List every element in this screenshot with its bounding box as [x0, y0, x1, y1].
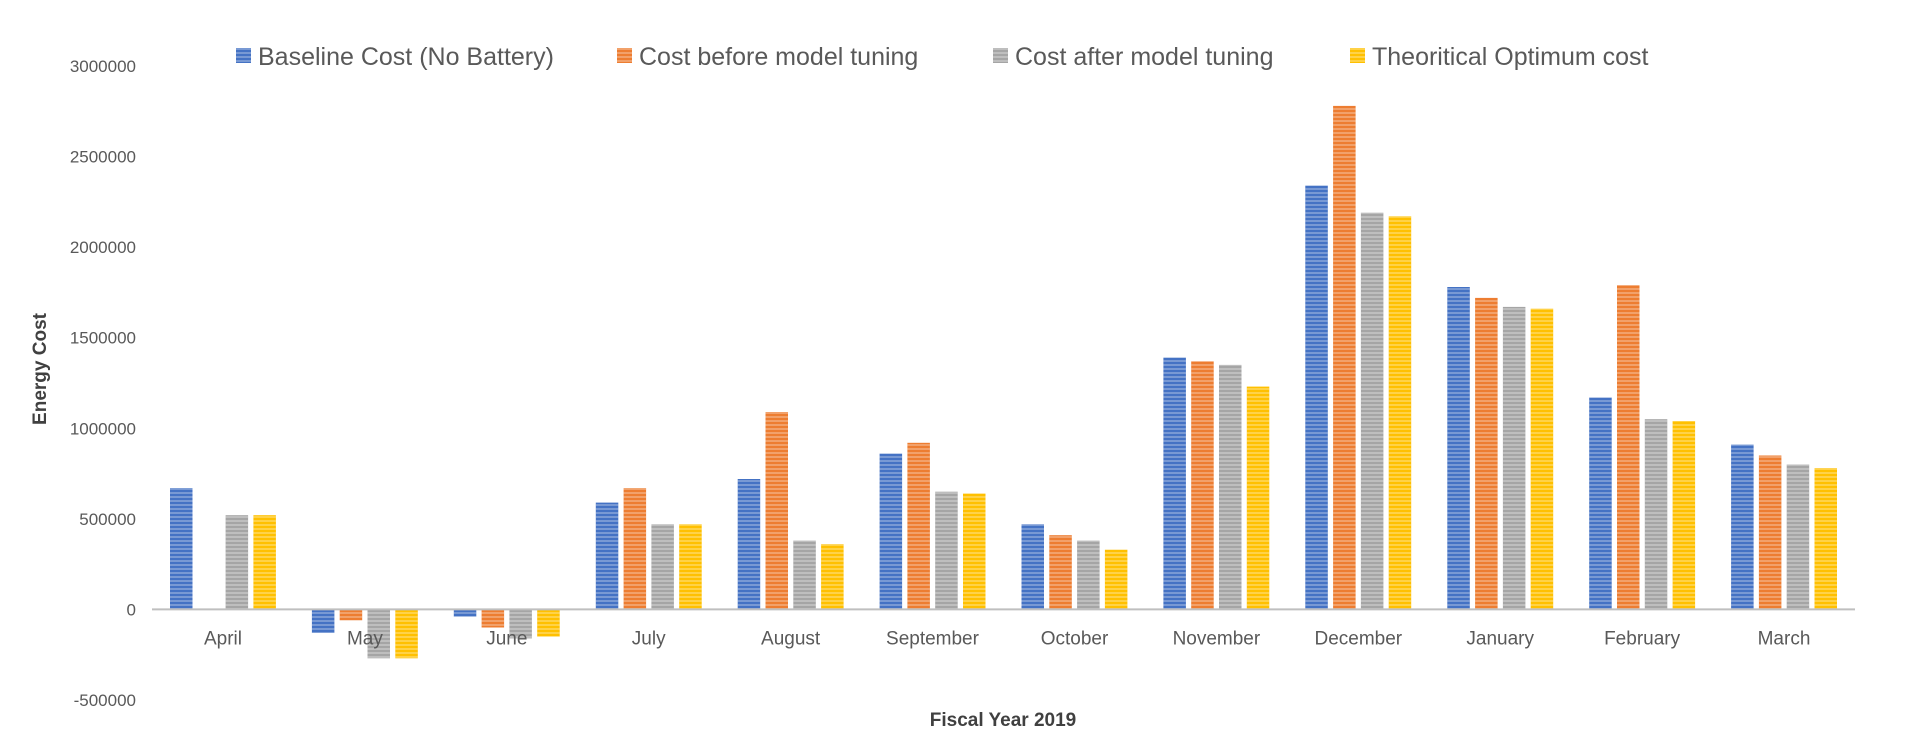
x-axis-title: Fiscal Year 2019: [930, 710, 1077, 731]
x-tick-label: December: [1314, 628, 1402, 649]
bar-texture: [1104, 549, 1128, 610]
bar-texture: [1786, 464, 1810, 610]
x-tick-label: July: [632, 628, 666, 649]
bar-texture: [481, 609, 505, 628]
bar-texture: [623, 488, 647, 610]
legend-swatch-texture: [993, 48, 1008, 63]
bar-texture: [821, 544, 844, 610]
y-axis: -500000 0 500000 1000000 1500000 2000000 25000…: [70, 57, 136, 710]
bar-texture: [679, 524, 702, 610]
x-tick-label: March: [1758, 628, 1811, 649]
legend-label: Cost before model tuning: [639, 43, 918, 71]
bar-texture: [1530, 308, 1554, 610]
x-tick-label: August: [761, 628, 821, 649]
x-axis: April May June July August September October No…: [152, 608, 1855, 649]
y-tick-label: 1000000: [70, 419, 136, 438]
legend-item: Baseline Cost (No Battery): [236, 43, 554, 71]
bar-texture: [537, 609, 560, 637]
y-tick-label: -500000: [74, 691, 136, 710]
x-tick-label: November: [1173, 628, 1261, 649]
bar-texture: [737, 479, 761, 610]
bar-texture: [595, 502, 619, 610]
legend-swatch-texture: [1350, 48, 1365, 63]
bar-texture: [1731, 444, 1754, 610]
bar-texture: [1617, 285, 1640, 610]
bar-texture: [1021, 524, 1044, 610]
bar-texture: [1672, 421, 1696, 610]
bar-texture: [367, 609, 390, 659]
legend-label: Baseline Cost (No Battery): [258, 43, 554, 71]
legend-label: Theoritical Optimum cost: [1372, 43, 1649, 71]
bar-texture: [1246, 386, 1270, 610]
bar-texture: [253, 515, 276, 610]
legend-swatch-texture: [236, 48, 251, 63]
legend-swatch-texture: [617, 48, 632, 63]
bar-texture: [879, 453, 903, 610]
y-tick-label: 500000: [79, 510, 136, 529]
bar-texture: [1475, 297, 1498, 610]
legend-item: Cost after model tuning: [993, 43, 1273, 71]
bar-texture: [963, 493, 986, 610]
bar-texture: [1333, 105, 1356, 610]
legend-item: Cost before model tuning: [617, 43, 918, 71]
y-tick-label: 2500000: [70, 148, 136, 167]
bar-texture: [1502, 306, 1526, 610]
x-tick-label: June: [486, 628, 527, 649]
bar-texture: [1191, 361, 1214, 610]
bar-texture: [1163, 357, 1186, 610]
bar-texture: [1589, 397, 1612, 610]
y-tick-label: 0: [127, 600, 136, 619]
bar-texture: [1447, 287, 1470, 610]
bar-texture: [1388, 216, 1412, 610]
bar-texture: [1360, 212, 1384, 610]
bar-texture: [509, 609, 532, 639]
bar-texture: [907, 442, 930, 610]
bar-texture: [1644, 419, 1668, 610]
bar-texture: [339, 609, 363, 621]
y-axis-title: Energy Cost: [30, 312, 51, 425]
bar-texture: [1758, 455, 1782, 610]
legend-label: Cost after model tuning: [1015, 43, 1273, 71]
y-tick-label: 2000000: [70, 238, 136, 257]
bar-texture: [1305, 185, 1328, 610]
legend: Baseline Cost (No Battery) Cost before mo…: [236, 43, 1649, 71]
x-tick-label: October: [1041, 628, 1109, 649]
bar-texture: [1814, 468, 1837, 610]
bar-texture: [453, 609, 477, 617]
bar-texture: [1077, 540, 1100, 610]
bar-texture: [765, 412, 788, 610]
x-tick-label: April: [204, 628, 242, 649]
x-tick-label: May: [347, 628, 383, 649]
bar-texture: [793, 540, 816, 610]
bar-texture: [651, 524, 674, 610]
x-tick-label: January: [1466, 628, 1534, 649]
y-tick-label: 1500000: [70, 329, 136, 348]
x-tick-label: September: [886, 628, 980, 649]
bar-texture: [395, 609, 418, 659]
y-tick-label: 3000000: [70, 57, 136, 76]
bar-texture: [311, 609, 335, 633]
x-tick-label: February: [1604, 628, 1681, 649]
bar-texture: [935, 491, 958, 610]
bar-texture: [1049, 535, 1072, 610]
legend-item: Theoritical Optimum cost: [1350, 43, 1649, 71]
bars: [170, 105, 1837, 659]
bar-texture: [170, 488, 193, 610]
bar-texture: [225, 515, 249, 610]
bar-texture: [1219, 364, 1242, 610]
